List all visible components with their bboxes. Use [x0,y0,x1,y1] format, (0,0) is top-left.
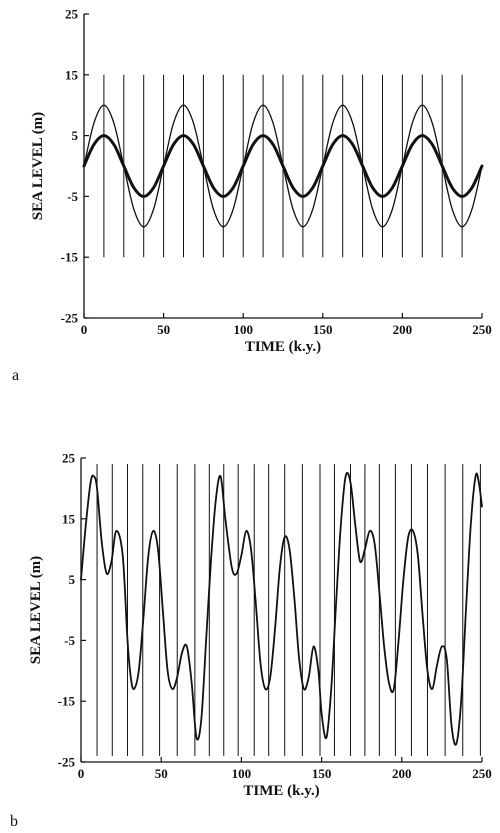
y-tick-label: 25 [62,451,76,466]
x-tick-label: 50 [155,766,168,781]
y-tick-label: -15 [61,250,79,265]
y-tick-label: 25 [65,7,79,22]
y-tick-label: -25 [58,755,76,770]
y-tick-label: 5 [69,572,76,587]
x-tick-label: 150 [313,322,333,337]
x-axis-title: TIME (k.y.) [243,783,319,799]
y-axis-title: SEA LEVEL (m) [30,112,46,220]
x-tick-label: 250 [472,322,492,337]
panel-letter: b [10,813,18,830]
x-tick-label: 50 [157,322,170,337]
x-tick-label: 0 [81,322,88,337]
x-tick-label: 200 [393,322,413,337]
y-tick-label: -25 [61,311,79,326]
y-tick-label: -5 [67,189,78,204]
x-tick-label: 150 [312,766,332,781]
x-tick-label: 100 [232,766,252,781]
panel-a-chart: 25 15 5 -5 -15 -250 50 100 150 200 250 TIME (k.y.) S… [12,7,492,385]
y-tick-label: 5 [72,128,79,143]
series-line-medium [80,472,483,746]
y-tick-label: -5 [64,633,75,648]
y-tick-label: -15 [58,694,76,709]
series-line-thick [82,134,484,198]
y-axis-title: SEA LEVEL (m) [28,556,44,664]
x-tick-label: 100 [233,322,253,337]
x-tick-label: 250 [472,766,492,781]
x-tick-label: 0 [78,766,85,781]
panel-letter: a [12,367,19,384]
panel-b-chart: 25 15 5 -5 -15 -250 50 100 150 200 250 TIME (k.y.) S… [10,451,492,831]
x-axis-title: TIME (k.y.) [245,339,321,355]
x-tick-label: 200 [392,766,412,781]
y-tick-label: 15 [65,67,79,82]
y-tick-label: 15 [62,511,76,526]
